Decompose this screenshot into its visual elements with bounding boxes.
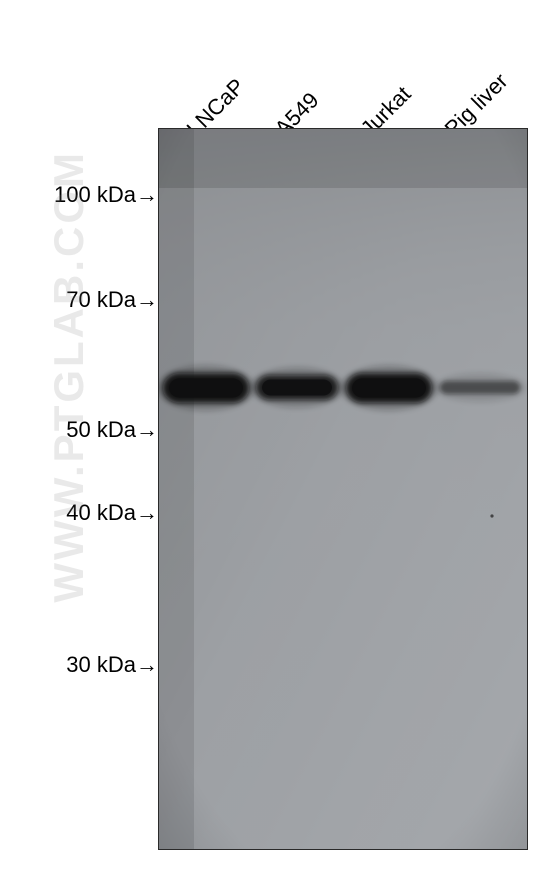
mw-marker-label: 30 kDa→ — [66, 652, 158, 678]
mw-marker-label: 70 kDa→ — [66, 287, 158, 313]
mw-labels-column: 100 kDa→ 70 kDa→ 50 kDa→ 40 kDa→ 30 kDa→ — [0, 0, 158, 870]
figure-container: LNCaPA549JurkatPig liver 100 kDa→70 kDa→… — [0, 0, 540, 870]
mw-marker-label: 100 kDa→ — [54, 182, 158, 208]
blot-svg — [158, 128, 528, 850]
mw-marker-label: 50 kDa→ — [66, 417, 158, 443]
western-blot-image — [158, 128, 528, 850]
mw-marker-label: 40 kDa→ — [66, 500, 158, 526]
